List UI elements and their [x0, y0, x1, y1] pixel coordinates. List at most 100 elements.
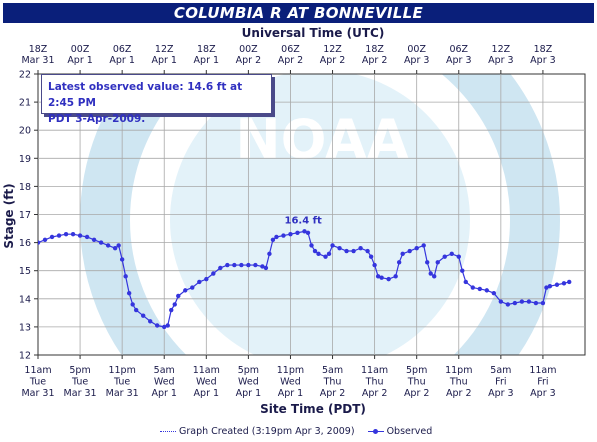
x-top-tick-label: Apr 3 — [530, 55, 556, 66]
x-tick-label: Apr 2 — [362, 388, 388, 399]
data-point — [270, 237, 276, 242]
data-point — [407, 248, 412, 254]
chart-title: COLUMBIA R AT BONNEVILLE — [3, 3, 594, 23]
data-point — [512, 300, 518, 306]
watermark-logo: NOAA — [235, 108, 408, 171]
data-point — [375, 274, 381, 279]
data-point — [42, 237, 48, 242]
data-point — [165, 323, 170, 328]
x-tick-label: Mar 31 — [64, 388, 97, 399]
x-top-tick-label: 18Z — [534, 44, 553, 55]
x-tick-label: 11am — [361, 365, 388, 376]
data-point — [344, 248, 349, 254]
data-point — [49, 234, 55, 240]
legend-observed: Observed — [386, 426, 433, 437]
data-point — [267, 251, 272, 257]
data-point — [130, 302, 135, 307]
data-point — [172, 302, 177, 307]
legend: Graph Created (3:19pm Apr 3, 2009) Obser… — [160, 426, 432, 437]
x-top-tick-label: 06Z — [449, 44, 468, 55]
x-tick-label: 5am — [154, 365, 175, 376]
data-point — [305, 230, 311, 235]
data-point — [98, 240, 104, 245]
data-point — [477, 286, 483, 292]
data-point — [554, 282, 560, 287]
x-tick-label: Mar 31 — [106, 388, 139, 399]
data-point — [119, 257, 125, 262]
y-tick-label: 16 — [19, 238, 31, 249]
data-point — [547, 283, 553, 289]
data-point — [84, 234, 90, 240]
data-point — [372, 262, 377, 268]
data-point — [456, 254, 461, 259]
y-tick-label: 17 — [19, 210, 31, 221]
data-point — [312, 248, 318, 254]
data-point — [358, 246, 363, 251]
x-tick-label: Apr 1 — [278, 388, 304, 399]
x-tick-label: Fri — [537, 377, 548, 388]
data-point — [302, 229, 307, 234]
data-point — [116, 243, 121, 248]
data-point — [316, 251, 321, 257]
x-top-tick-label: Apr 1 — [109, 55, 135, 66]
x-top-tick-label: Apr 2 — [236, 55, 262, 66]
data-point — [274, 234, 279, 240]
data-point — [56, 233, 62, 238]
annotation-line-1: Latest observed value: 14.6 ft at 2:45 P… — [48, 81, 243, 109]
x-top-tick-label: Apr 1 — [194, 55, 220, 66]
data-point — [295, 230, 300, 235]
data-point — [379, 275, 384, 280]
y-tick-label: 13 — [19, 322, 31, 333]
data-point — [442, 254, 447, 259]
x-tick-label: 11pm — [445, 365, 472, 376]
data-point — [526, 299, 532, 304]
x-top-tick-label: Apr 1 — [67, 55, 93, 66]
data-point — [414, 246, 419, 251]
data-point — [309, 243, 314, 248]
data-point — [396, 260, 402, 265]
x-top-tick-label: 12Z — [492, 44, 511, 55]
data-point — [519, 299, 525, 304]
x-top-tick-label: 00Z — [71, 44, 90, 55]
y-tick-label: 18 — [19, 182, 31, 193]
data-point — [326, 251, 332, 257]
data-point — [491, 290, 497, 296]
x-tick-label: 11pm — [108, 365, 135, 376]
x-top-tick-label: 12Z — [323, 44, 342, 55]
x-tick-label: 5am — [322, 365, 343, 376]
x-top-tick-label: 18Z — [29, 44, 48, 55]
data-point — [197, 279, 202, 285]
series-line — [38, 230, 570, 328]
legend-graph-created: Graph Created (3:19pm Apr 3, 2009) — [179, 426, 355, 437]
x-tick-label: 5pm — [69, 365, 90, 376]
x-tick-label: Tue — [113, 377, 130, 388]
data-point — [288, 231, 293, 237]
y-tick-label: 19 — [19, 154, 31, 165]
data-point — [148, 319, 153, 324]
x-tick-label: Apr 1 — [151, 388, 177, 399]
y-tick-label: 14 — [19, 294, 31, 305]
data-point — [505, 302, 511, 307]
data-point — [176, 293, 181, 299]
x-tick-label: 5pm — [406, 365, 427, 376]
data-point — [246, 262, 251, 268]
x-tick-label: Apr 1 — [236, 388, 262, 399]
x-tick-label: Wed — [154, 377, 175, 388]
data-point — [567, 279, 572, 285]
x-tick-label: Tue — [29, 377, 46, 388]
data-point — [211, 271, 216, 276]
data-point — [140, 313, 146, 318]
data-point — [218, 265, 223, 271]
x-top-tick-label: 06Z — [113, 44, 132, 55]
data-point — [351, 248, 356, 254]
data-point — [449, 251, 454, 257]
x-top-tick-label: Apr 3 — [404, 55, 430, 66]
data-point — [263, 265, 269, 271]
data-point — [337, 246, 342, 251]
data-point — [239, 262, 244, 268]
data-point — [561, 281, 567, 286]
x-top-tick-label: 18Z — [197, 44, 216, 55]
data-point — [470, 285, 475, 290]
x-tick-label: Tue — [71, 377, 88, 388]
